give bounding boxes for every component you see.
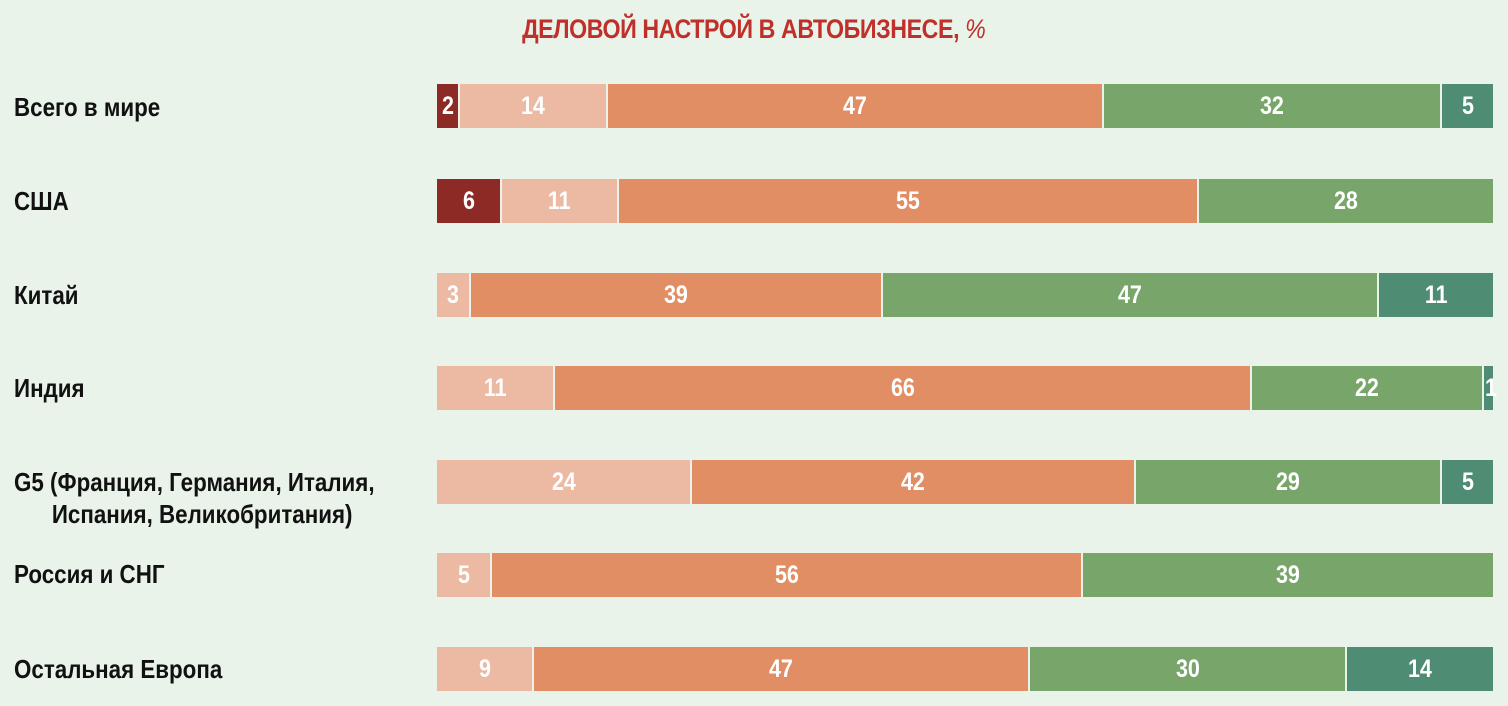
bar-segment: 47 bbox=[532, 647, 1028, 691]
bar-value-label: 5 bbox=[457, 561, 470, 589]
row-label: Остальная Европа bbox=[14, 653, 222, 685]
bar-value-label: 9 bbox=[478, 655, 491, 683]
bar-segment: 11 bbox=[437, 366, 553, 410]
bar-value-label: 55 bbox=[896, 187, 920, 215]
row-label-text: Всего в мире bbox=[14, 92, 161, 122]
bar-segment: 56 bbox=[490, 553, 1081, 597]
bar-value-label: 22 bbox=[1355, 374, 1379, 402]
row-label-text: Индия bbox=[14, 373, 85, 403]
row-label-text: G5 (Франция, Германия, Италия, bbox=[14, 467, 375, 497]
bar-segment: 6 bbox=[437, 179, 500, 223]
bar-row: 3 39 47 11 bbox=[437, 273, 1493, 317]
row-label-text: США bbox=[14, 186, 69, 216]
chart-title-unit: % bbox=[965, 14, 986, 44]
bar-segment: 29 bbox=[1134, 460, 1440, 504]
row-label: Китай bbox=[14, 279, 79, 311]
bar-row: 6 11 55 28 bbox=[437, 179, 1493, 223]
bar-segment: 30 bbox=[1028, 647, 1345, 691]
chart-title-text: ДЕЛОВОЙ НАСТРОЙ В АВТОБИЗНЕСЕ, bbox=[522, 14, 960, 44]
bar-value-label: 11 bbox=[483, 374, 507, 402]
bar-segment: 1 bbox=[1482, 366, 1497, 410]
chart-title: ДЕЛОВОЙ НАСТРОЙ В АВТОБИЗНЕСЕ, % bbox=[105, 14, 1402, 45]
bar-segment: 14 bbox=[1345, 647, 1493, 691]
row-label-text: Остальная Европа bbox=[14, 654, 223, 684]
bar-segment: 55 bbox=[617, 179, 1197, 223]
bar-segment: 47 bbox=[881, 273, 1377, 317]
bar-value-label: 11 bbox=[548, 187, 571, 215]
bar-value-label: 3 bbox=[447, 281, 459, 309]
bar-segment: 5 bbox=[1440, 84, 1493, 128]
bar-segment: 9 bbox=[437, 647, 532, 691]
bar-row: 5 56 39 bbox=[437, 553, 1493, 597]
bar-value-label: 1 bbox=[1484, 374, 1497, 402]
bar-value-label: 56 bbox=[774, 561, 799, 589]
bar-segment: 32 bbox=[1102, 84, 1440, 128]
bar-value-label: 32 bbox=[1260, 92, 1284, 120]
bar-segment: 22 bbox=[1250, 366, 1482, 410]
bar-segment: 11 bbox=[1377, 273, 1493, 317]
row-label: США bbox=[14, 185, 69, 217]
bar-value-label: 30 bbox=[1175, 655, 1200, 683]
bar-value-label: 6 bbox=[462, 187, 475, 215]
bar-segment: 66 bbox=[553, 366, 1250, 410]
bar-value-label: 47 bbox=[843, 92, 867, 120]
bar-value-label: 14 bbox=[1408, 655, 1432, 683]
bar-value-label: 29 bbox=[1276, 468, 1300, 496]
bar-segment: 28 bbox=[1197, 179, 1493, 223]
bar-segment: 47 bbox=[606, 84, 1102, 128]
bar-row: 24 42 29 5 bbox=[437, 460, 1493, 504]
bar-value-label: 39 bbox=[664, 281, 688, 309]
row-label-text-line2: Испания, Великобритания) bbox=[51, 499, 353, 529]
bar-segment: 24 bbox=[437, 460, 690, 504]
bar-segment: 39 bbox=[469, 273, 881, 317]
bar-segment: 14 bbox=[458, 84, 606, 128]
bar-value-label: 11 bbox=[1424, 281, 1448, 309]
bar-value-label: 28 bbox=[1334, 187, 1358, 215]
bar-segment: 5 bbox=[437, 553, 490, 597]
bar-value-label: 2 bbox=[441, 92, 454, 120]
bar-value-label: 66 bbox=[890, 374, 915, 402]
bar-value-label: 14 bbox=[521, 92, 545, 120]
bar-row: 2 14 47 32 5 bbox=[437, 84, 1493, 128]
bar-value-label: 47 bbox=[1118, 281, 1142, 309]
bar-row: 9 47 30 14 bbox=[437, 647, 1493, 691]
row-label: Индия bbox=[14, 372, 85, 404]
bar-value-label: 39 bbox=[1276, 561, 1300, 589]
bar-segment: 3 bbox=[437, 273, 469, 317]
bar-value-label: 5 bbox=[1461, 92, 1474, 120]
row-label-text: Китай bbox=[14, 280, 79, 310]
row-label: Всего в мире bbox=[14, 91, 160, 123]
bar-value-label: 47 bbox=[769, 655, 793, 683]
bar-row: 11 66 22 1 bbox=[437, 366, 1497, 410]
bar-value-label: 42 bbox=[901, 468, 925, 496]
bar-segment: 39 bbox=[1081, 553, 1493, 597]
row-label-text: Россия и СНГ bbox=[14, 559, 165, 589]
bar-segment: 2 bbox=[437, 84, 458, 128]
row-label: G5 (Франция, Германия, Италия, Испания, В… bbox=[14, 466, 375, 530]
bar-segment: 11 bbox=[500, 179, 617, 223]
row-label: Россия и СНГ bbox=[14, 558, 165, 590]
bar-segment: 42 bbox=[690, 460, 1134, 504]
bar-value-label: 5 bbox=[1461, 468, 1474, 496]
bar-segment: 5 bbox=[1440, 460, 1493, 504]
bar-value-label: 24 bbox=[551, 468, 576, 496]
